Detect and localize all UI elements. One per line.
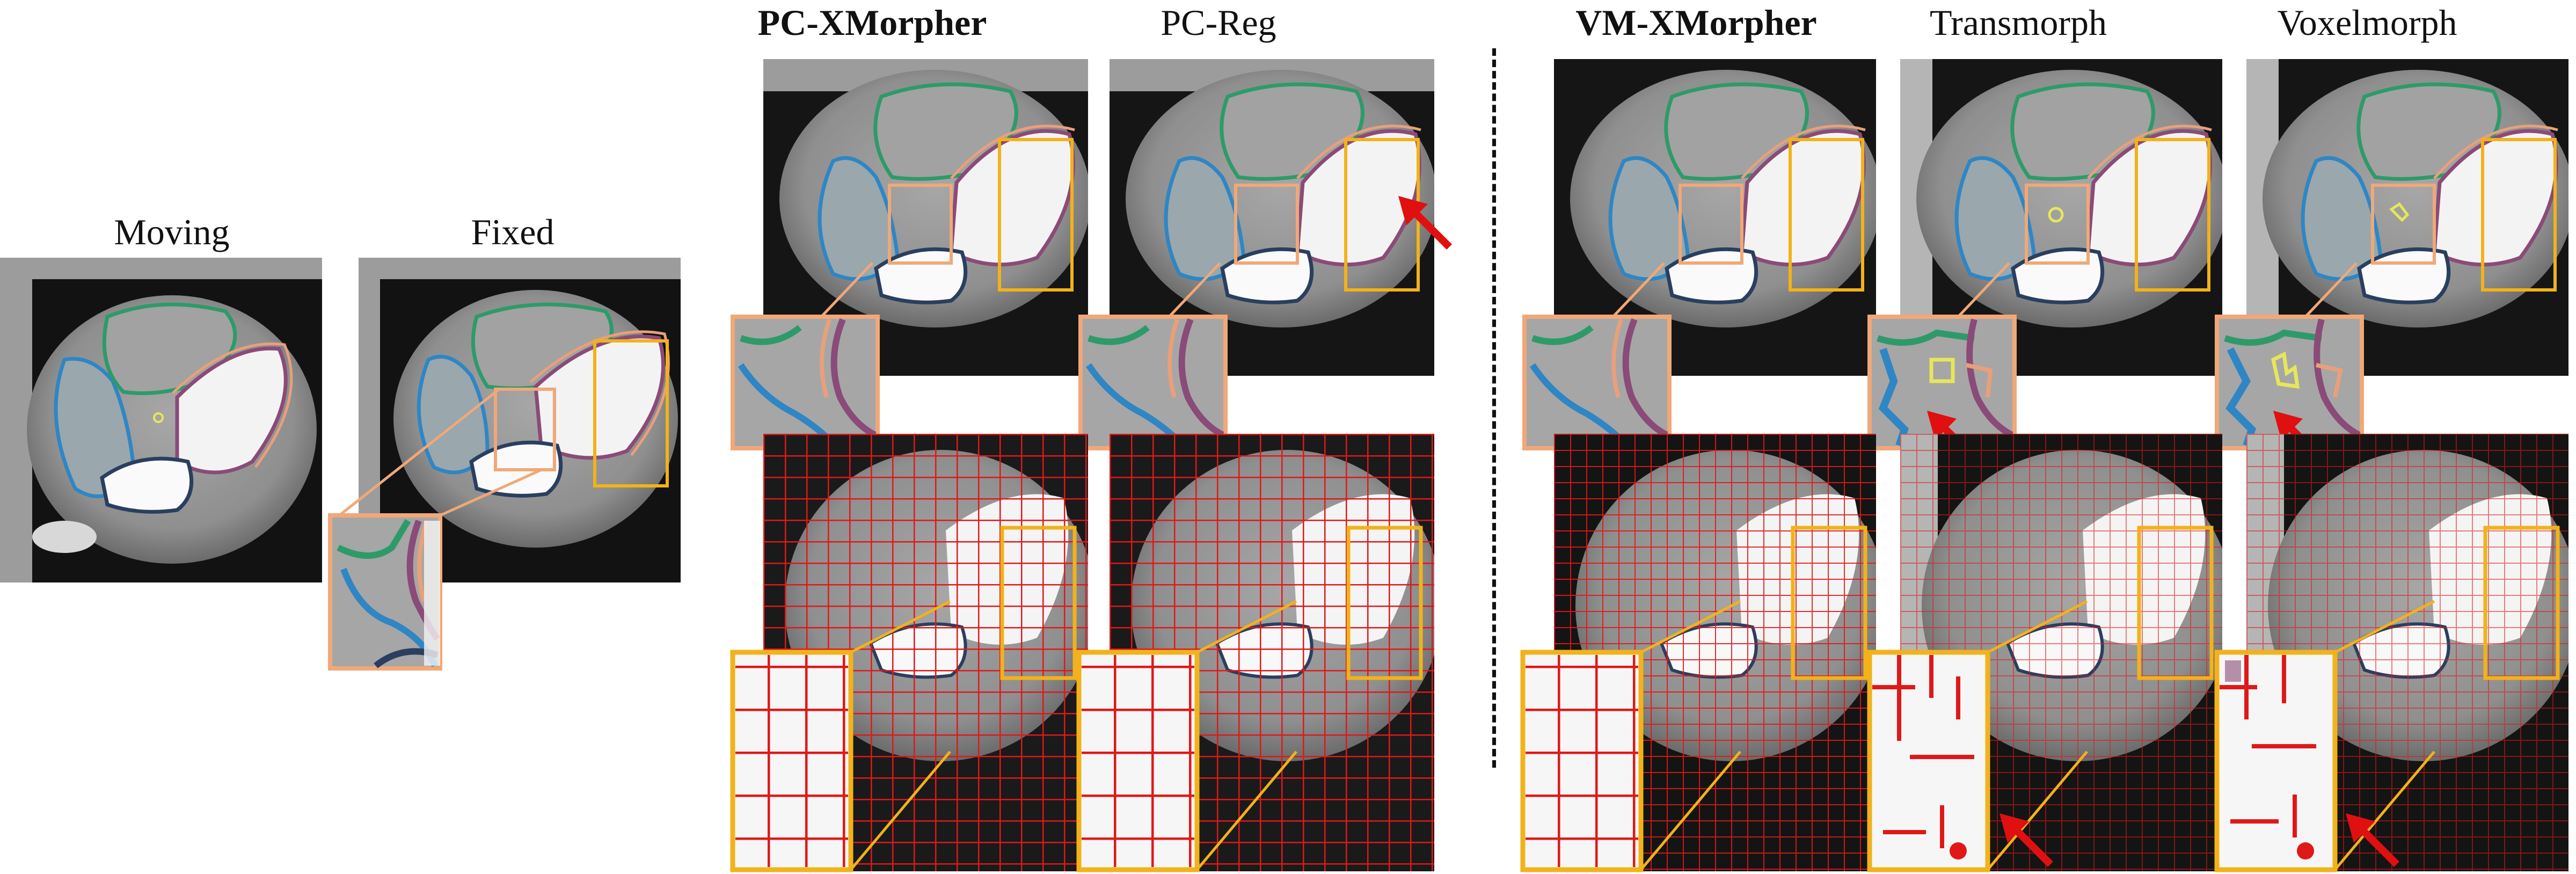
vm-xmorpher-zoom-inset-grid [1520,600,1741,872]
transmorph-grid-error-arrow-icon [1999,813,2053,867]
label-vm-xmorpher: VM-XMorpher [1575,2,1817,43]
fixed-zoom-region-orange [494,388,556,471]
label-pc-reg: PC-Reg [1161,2,1276,43]
pc-reg-zoom-inset-contour [1078,262,1228,450]
label-moving: Moving [114,212,230,252]
moving-ct-image [0,258,322,582]
pc-reg-error-arrow-icon [1398,196,1452,250]
method-divider-dashed-line [1492,48,1496,768]
transmorph-zoom-inset-grid [1867,600,2088,872]
label-transmorph: Transmorph [1930,2,2107,43]
pc-reg-zoom-inset-grid [1076,600,1297,872]
fixed-zoom-inset [328,388,542,671]
label-pc-xmorpher: PC-XMorpher [757,2,987,43]
pc-xmorpher-zoom-inset-contour [731,262,880,450]
vm-xmorpher-zoom-inset-contour [1522,262,1672,450]
pc-xmorpher-zoom-inset-grid [730,600,951,872]
fixed-zoom-region-gold [593,339,669,487]
label-fixed: Fixed [471,212,554,252]
vm-xmorpher-ct-image [1554,59,1876,376]
voxelmorph-zoom-inset-grid [2214,600,2435,872]
voxelmorph-grid-error-arrow-icon [2346,813,2399,867]
label-voxelmorph: Voxelmorph [2277,2,2457,43]
